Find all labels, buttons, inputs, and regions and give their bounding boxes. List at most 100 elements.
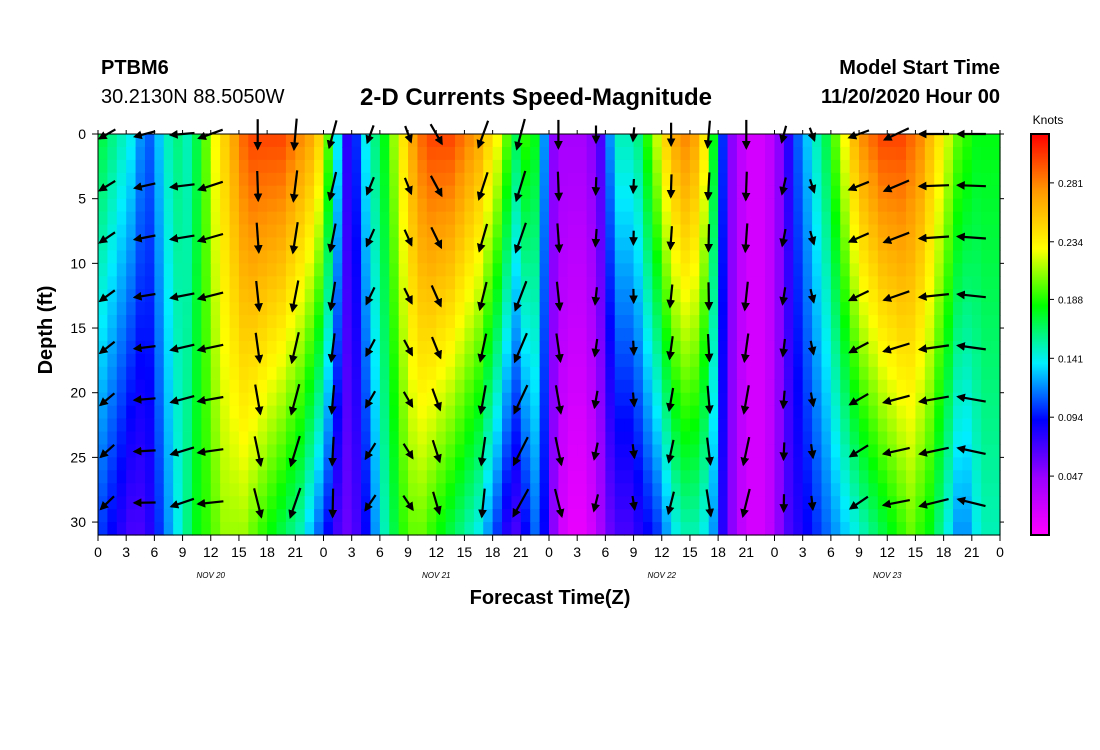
heatmap-cell xyxy=(746,457,757,471)
heatmap-cell xyxy=(652,276,663,290)
current-vector-arrow xyxy=(779,442,789,462)
heatmap-cell xyxy=(614,302,625,316)
x-tick-label: 21 xyxy=(964,544,980,560)
heatmap-cell xyxy=(229,159,240,174)
heatmap-cell xyxy=(953,302,964,316)
heatmap-cell xyxy=(558,211,569,226)
heatmap-cell xyxy=(163,496,174,510)
heatmap-cell xyxy=(210,353,221,368)
heatmap-cell xyxy=(210,379,221,394)
heatmap-cell xyxy=(774,263,785,277)
heatmap-cell xyxy=(962,263,973,277)
heatmap-cell xyxy=(332,172,343,187)
heatmap-cell xyxy=(924,237,935,252)
heatmap-cell xyxy=(98,509,108,523)
heatmap-cell xyxy=(915,263,926,277)
heatmap-cell xyxy=(981,509,992,523)
heatmap-cell xyxy=(577,302,588,316)
heatmap-cell xyxy=(191,457,202,471)
heatmap-cell xyxy=(962,379,973,394)
heatmap-cell xyxy=(953,444,964,458)
heatmap-cell xyxy=(455,263,466,277)
heatmap-cell xyxy=(990,146,1001,161)
colorbar-tick-label: 0.141 xyxy=(1058,354,1083,365)
heatmap-cell xyxy=(530,431,541,446)
heatmap-cell xyxy=(342,522,353,536)
heatmap-cell xyxy=(605,340,616,355)
heatmap-cell xyxy=(342,470,353,484)
heatmap-cell xyxy=(135,185,146,200)
current-vector-arrow xyxy=(132,395,156,404)
heatmap-cell xyxy=(276,224,287,239)
heatmap-cell xyxy=(370,185,381,200)
heatmap-cell xyxy=(953,250,964,264)
heatmap-cell xyxy=(473,366,484,381)
heatmap-cell xyxy=(595,509,606,523)
heatmap-cell xyxy=(821,302,832,316)
heatmap-cell xyxy=(708,263,719,277)
current-vector-arrow xyxy=(132,343,156,353)
heatmap-cell xyxy=(718,302,729,316)
heatmap-cell xyxy=(943,134,954,148)
heatmap-cell xyxy=(934,418,945,433)
heatmap-cell xyxy=(915,340,926,355)
current-vector-arrow xyxy=(705,489,715,518)
heatmap-cell xyxy=(812,159,823,174)
heatmap-cell xyxy=(455,379,466,394)
heatmap-cell xyxy=(877,392,888,407)
heatmap-cell xyxy=(727,315,738,329)
heatmap-cell xyxy=(520,159,531,174)
heatmap-cell xyxy=(671,457,682,471)
heatmap-cell xyxy=(708,250,719,264)
heatmap-cell xyxy=(661,159,672,174)
current-vector-arrow xyxy=(98,392,116,407)
heatmap-cell xyxy=(774,328,785,342)
heatmap-cell xyxy=(990,522,1001,536)
heatmap-cell xyxy=(774,198,785,213)
heatmap-cell xyxy=(248,146,259,161)
heatmap-cell xyxy=(530,263,541,277)
heatmap-cell xyxy=(502,315,513,329)
heatmap-cell xyxy=(755,159,766,174)
heatmap-cell xyxy=(558,392,569,407)
y-tick-label: 0 xyxy=(78,126,86,142)
heatmap-cell xyxy=(567,509,578,523)
heatmap-cell xyxy=(896,509,907,523)
heatmap-cell xyxy=(238,159,249,174)
heatmap-cell xyxy=(755,457,766,471)
heatmap-cell xyxy=(191,315,202,329)
heatmap-cell xyxy=(755,237,766,252)
heatmap-cell xyxy=(680,185,691,200)
heatmap-cell xyxy=(285,172,296,187)
heatmap-cell xyxy=(567,159,578,174)
heatmap-cell xyxy=(586,457,597,471)
heatmap-cell xyxy=(210,198,221,213)
heatmap-cell xyxy=(783,418,794,433)
heatmap-cell xyxy=(802,134,813,148)
heatmap-cell xyxy=(191,470,202,484)
heatmap-cell xyxy=(107,392,118,407)
colorbar-scale xyxy=(1030,133,1050,536)
heatmap-cell xyxy=(436,263,447,277)
heatmap-cell xyxy=(586,302,597,316)
heatmap-cell xyxy=(605,470,616,484)
heatmap-cell xyxy=(595,431,606,446)
heatmap-cell xyxy=(859,237,870,252)
heatmap-cell xyxy=(859,392,870,407)
heatmap-cell xyxy=(473,211,484,226)
heatmap-cell xyxy=(314,159,325,174)
heatmap-cell xyxy=(436,315,447,329)
heatmap-cell xyxy=(605,211,616,226)
heatmap-cell xyxy=(633,379,644,394)
heatmap-cell xyxy=(191,353,202,368)
heatmap-cell xyxy=(859,509,870,523)
heatmap-cell xyxy=(107,418,118,433)
heatmap-cell xyxy=(370,522,381,536)
heatmap-cell xyxy=(558,483,569,497)
current-vector-arrow xyxy=(553,488,565,519)
heatmap-cell xyxy=(783,237,794,252)
heatmap-cell xyxy=(483,392,494,407)
heatmap-cell xyxy=(981,405,992,420)
heatmap-cell xyxy=(661,496,672,510)
heatmap-cell xyxy=(746,198,757,213)
